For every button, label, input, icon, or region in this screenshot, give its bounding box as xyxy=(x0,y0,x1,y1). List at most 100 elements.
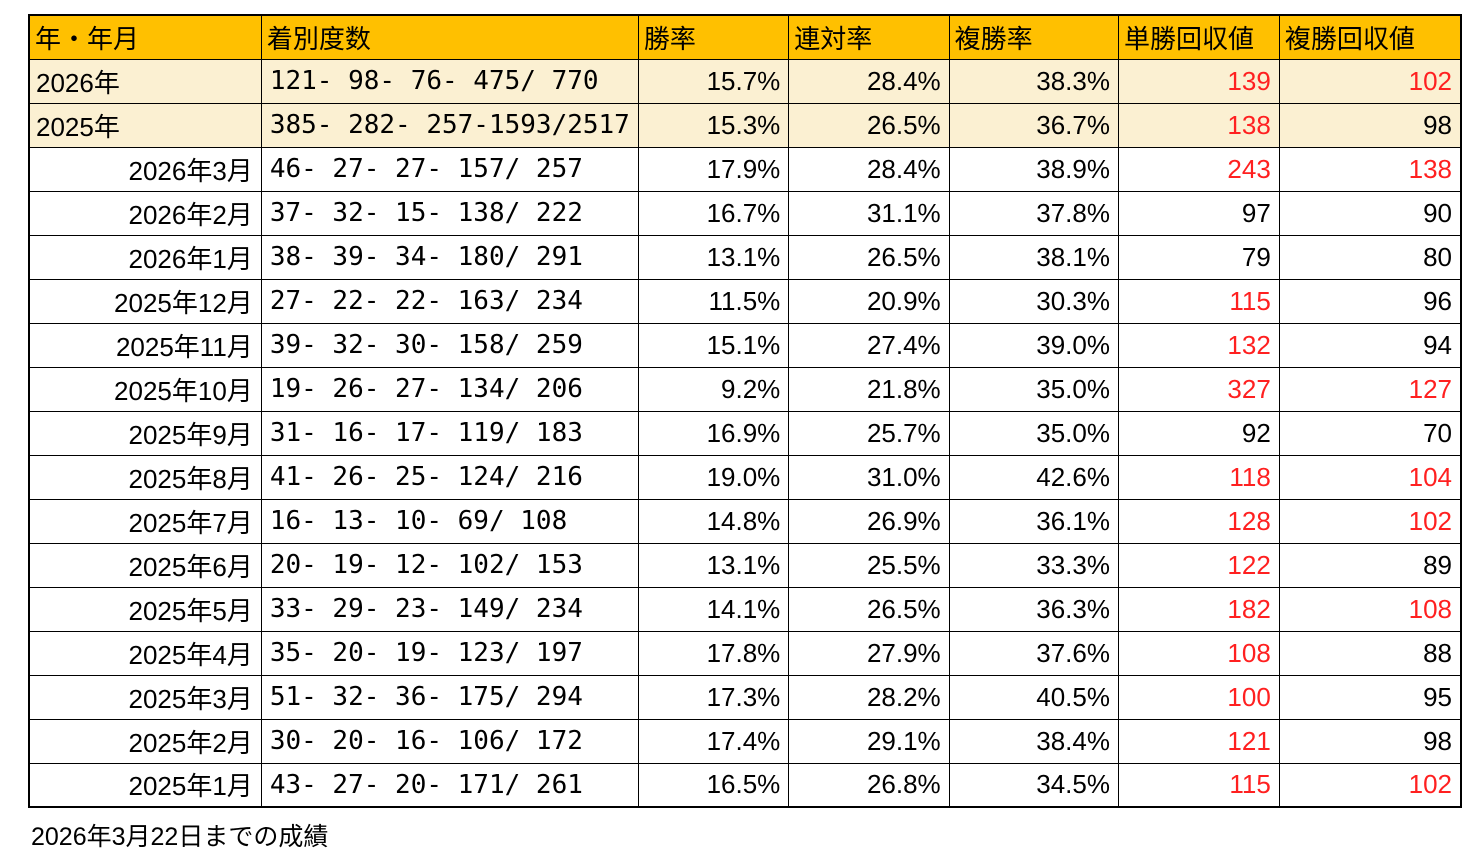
counts-cell: 20- 19- 12- 102/ 153 xyxy=(260,542,639,588)
column-header-show_rate: 複勝率 xyxy=(948,14,1119,60)
show_rate-cell: 30.3% xyxy=(948,278,1119,324)
show_payback-cell: 94 xyxy=(1278,322,1462,368)
table-row: 2026年 121- 98- 76- 475/ 770 15.7% 28.4% 38.3… xyxy=(28,58,1462,104)
win_payback-cell: 115 xyxy=(1117,762,1280,808)
quinella_rate-cell: 20.9% xyxy=(788,278,950,324)
quinella_rate-cell: 29.1% xyxy=(788,718,950,764)
counts-cell: 19- 26- 27- 134/ 206 xyxy=(260,366,639,412)
show_payback-cell: 104 xyxy=(1278,454,1462,500)
win_rate-cell: 17.4% xyxy=(637,718,790,764)
win_payback-cell: 108 xyxy=(1117,630,1280,676)
label-cell: 2026年3月 xyxy=(28,146,262,192)
label-cell: 2025年10月 xyxy=(28,366,262,412)
show_rate-cell: 35.0% xyxy=(948,366,1119,412)
show_rate-cell: 34.5% xyxy=(948,762,1119,808)
label-cell: 2025年2月 xyxy=(28,718,262,764)
label-cell: 2025年7月 xyxy=(28,498,262,544)
win_payback-cell: 327 xyxy=(1117,366,1280,412)
win_rate-cell: 16.9% xyxy=(637,410,790,456)
win_rate-cell: 16.7% xyxy=(637,190,790,236)
win_payback-cell: 138 xyxy=(1117,102,1280,148)
label-cell: 2025年12月 xyxy=(28,278,262,324)
show_payback-cell: 96 xyxy=(1278,278,1462,324)
counts-cell: 33- 29- 23- 149/ 234 xyxy=(260,586,639,632)
win_rate-cell: 17.3% xyxy=(637,674,790,720)
win_rate-cell: 17.8% xyxy=(637,630,790,676)
table-row: 2025年11月 39- 32- 30- 158/ 259 15.1% 27.4% 3… xyxy=(28,322,1462,368)
table-row: 2026年1月 38- 39- 34- 180/ 291 13.1% 26.5% 38… xyxy=(28,234,1462,280)
show_rate-cell: 38.4% xyxy=(948,718,1119,764)
counts-cell: 31- 16- 17- 119/ 183 xyxy=(260,410,639,456)
show_rate-cell: 35.0% xyxy=(948,410,1119,456)
table-row: 2025年9月 31- 16- 17- 119/ 183 16.9% 25.7% 35… xyxy=(28,410,1462,456)
quinella_rate-cell: 28.2% xyxy=(788,674,950,720)
win_rate-cell: 17.9% xyxy=(637,146,790,192)
table-row: 2025年10月 19- 26- 27- 134/ 206 9.2% 21.8% 35… xyxy=(28,366,1462,412)
show_rate-cell: 37.8% xyxy=(948,190,1119,236)
win_payback-cell: 243 xyxy=(1117,146,1280,192)
quinella_rate-cell: 26.5% xyxy=(788,234,950,280)
table-row: 2026年2月 37- 32- 15- 138/ 222 16.7% 31.1% 37… xyxy=(28,190,1462,236)
label-cell: 2025年11月 xyxy=(28,322,262,368)
table-row: 2025年3月 51- 32- 36- 175/ 294 17.3% 28.2% 40… xyxy=(28,674,1462,720)
show_payback-cell: 127 xyxy=(1278,366,1462,412)
quinella_rate-cell: 21.8% xyxy=(788,366,950,412)
win_rate-cell: 14.1% xyxy=(637,586,790,632)
win_payback-cell: 79 xyxy=(1117,234,1280,280)
column-header-quinella_rate: 連対率 xyxy=(788,14,950,60)
win_rate-cell: 11.5% xyxy=(637,278,790,324)
win_rate-cell: 16.5% xyxy=(637,762,790,808)
show_payback-cell: 90 xyxy=(1278,190,1462,236)
show_payback-cell: 89 xyxy=(1278,542,1462,588)
win_rate-cell: 19.0% xyxy=(637,454,790,500)
results-table: 年・年月 着別度数 勝率 連対率 複勝率 単勝回収値 複勝回収値 2026年 121- 98-… xyxy=(28,14,1462,808)
label-cell: 2026年 xyxy=(28,58,262,104)
show_payback-cell: 102 xyxy=(1278,58,1462,104)
footer-note: 2026年3月22日までの成績 xyxy=(31,823,329,851)
show_payback-cell: 98 xyxy=(1278,718,1462,764)
quinella_rate-cell: 28.4% xyxy=(788,146,950,192)
win_rate-cell: 15.3% xyxy=(637,102,790,148)
win_payback-cell: 122 xyxy=(1117,542,1280,588)
show_rate-cell: 38.3% xyxy=(948,58,1119,104)
label-cell: 2025年6月 xyxy=(28,542,262,588)
win_payback-cell: 182 xyxy=(1117,586,1280,632)
quinella_rate-cell: 25.7% xyxy=(788,410,950,456)
show_rate-cell: 36.3% xyxy=(948,586,1119,632)
show_payback-cell: 80 xyxy=(1278,234,1462,280)
show_rate-cell: 37.6% xyxy=(948,630,1119,676)
win_payback-cell: 139 xyxy=(1117,58,1280,104)
table-row: 2025年12月 27- 22- 22- 163/ 234 11.5% 20.9% 3… xyxy=(28,278,1462,324)
win_payback-cell: 121 xyxy=(1117,718,1280,764)
show_rate-cell: 33.3% xyxy=(948,542,1119,588)
counts-cell: 27- 22- 22- 163/ 234 xyxy=(260,278,639,324)
label-cell: 2025年5月 xyxy=(28,586,262,632)
column-header-win_rate: 勝率 xyxy=(637,14,790,60)
show_payback-cell: 70 xyxy=(1278,410,1462,456)
label-cell: 2025年3月 xyxy=(28,674,262,720)
table-row: 2025年 385- 282- 257-1593/2517 15.3% 26.5% 36… xyxy=(28,102,1462,148)
show_rate-cell: 38.1% xyxy=(948,234,1119,280)
show_payback-cell: 102 xyxy=(1278,762,1462,808)
show_payback-cell: 102 xyxy=(1278,498,1462,544)
show_payback-cell: 88 xyxy=(1278,630,1462,676)
quinella_rate-cell: 31.0% xyxy=(788,454,950,500)
counts-cell: 385- 282- 257-1593/2517 xyxy=(260,102,639,148)
quinella_rate-cell: 31.1% xyxy=(788,190,950,236)
counts-cell: 121- 98- 76- 475/ 770 xyxy=(260,58,639,104)
counts-cell: 51- 32- 36- 175/ 294 xyxy=(260,674,639,720)
show_rate-cell: 36.1% xyxy=(948,498,1119,544)
win_rate-cell: 13.1% xyxy=(637,542,790,588)
win_rate-cell: 14.8% xyxy=(637,498,790,544)
win_rate-cell: 15.7% xyxy=(637,58,790,104)
label-cell: 2025年1月 xyxy=(28,762,262,808)
table-row: 2025年5月 33- 29- 23- 149/ 234 14.1% 26.5% 36… xyxy=(28,586,1462,632)
show_rate-cell: 39.0% xyxy=(948,322,1119,368)
win_payback-cell: 128 xyxy=(1117,498,1280,544)
show_rate-cell: 42.6% xyxy=(948,454,1119,500)
show_payback-cell: 108 xyxy=(1278,586,1462,632)
label-cell: 2026年2月 xyxy=(28,190,262,236)
quinella_rate-cell: 28.4% xyxy=(788,58,950,104)
counts-cell: 43- 27- 20- 171/ 261 xyxy=(260,762,639,808)
counts-cell: 37- 32- 15- 138/ 222 xyxy=(260,190,639,236)
